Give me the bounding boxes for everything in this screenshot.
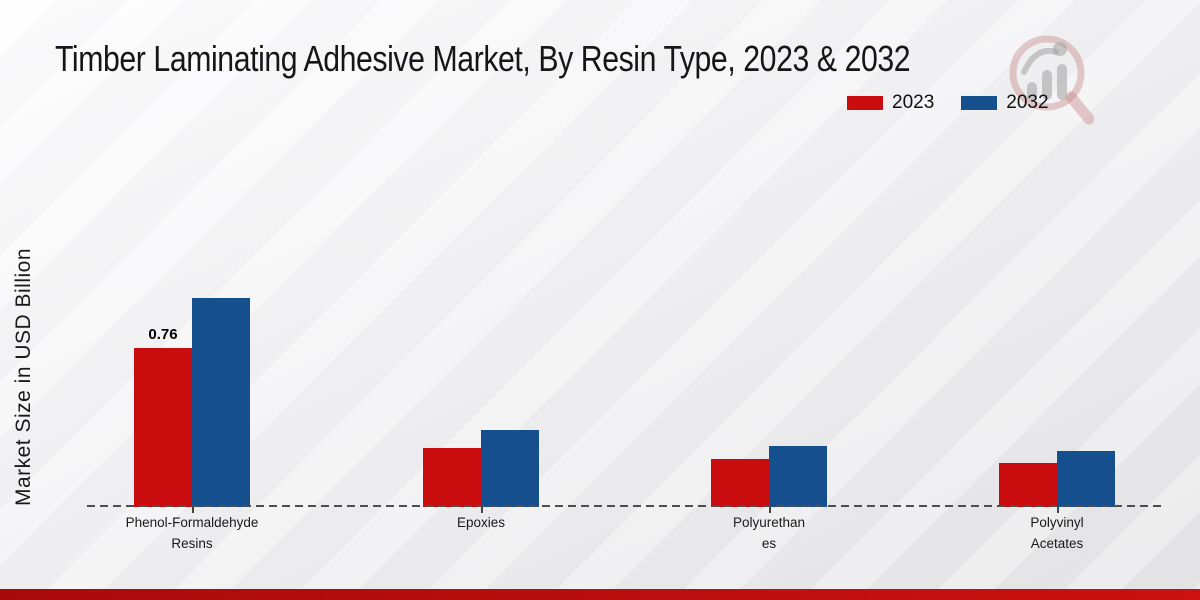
legend-item-2032: 2032 [960, 92, 1049, 114]
x-axis-tick [192, 507, 194, 513]
x-axis-category-label-phenol-formaldehyde-resins: Phenol-Formaldehyde Resins [125, 515, 259, 551]
x-axis-category-label-epoxies: Epoxies [456, 515, 506, 530]
x-axis-tick [1057, 507, 1059, 513]
bar-2032-polyurethan-es [769, 446, 827, 507]
legend-label-2032: 2032 [1006, 92, 1049, 113]
x-axis-category-label-polyvinyl-acetates: Polyvinyl Acetates [1030, 515, 1084, 551]
x-axis-tick [769, 507, 771, 513]
legend-swatch-2032-icon [960, 95, 999, 111]
bar-2023-polyvinyl-acetates [999, 463, 1057, 507]
x-axis-line [87, 505, 1163, 507]
x-axis-tick [481, 507, 483, 513]
bar-value-label-2023-phenol-formaldehyde-resins: 0.76 [148, 326, 178, 343]
magnifier-bar-chart-logo-icon [1009, 35, 1095, 125]
bar-2023-epoxies [423, 448, 481, 507]
footer-accent-bar [0, 589, 1200, 600]
legend-item-2023: 2023 [846, 92, 934, 114]
x-axis-category-label-polyurethan-es: Polyurethan es [732, 515, 806, 551]
bar-2023-polyurethan-es [711, 459, 769, 507]
bar-2032-phenol-formaldehyde-resins [192, 298, 250, 507]
bar-2032-epoxies [481, 430, 539, 507]
legend-swatch-2023-icon [846, 95, 884, 111]
bar-2023-phenol-formaldehyde-resins [134, 348, 192, 507]
bar-2032-polyvinyl-acetates [1057, 451, 1115, 507]
chart-title: Timber Laminating Adhesive Market, By Re… [55, 38, 911, 79]
legend: 2023 2032 [846, 92, 1049, 114]
legend-label-2023: 2023 [892, 92, 935, 113]
